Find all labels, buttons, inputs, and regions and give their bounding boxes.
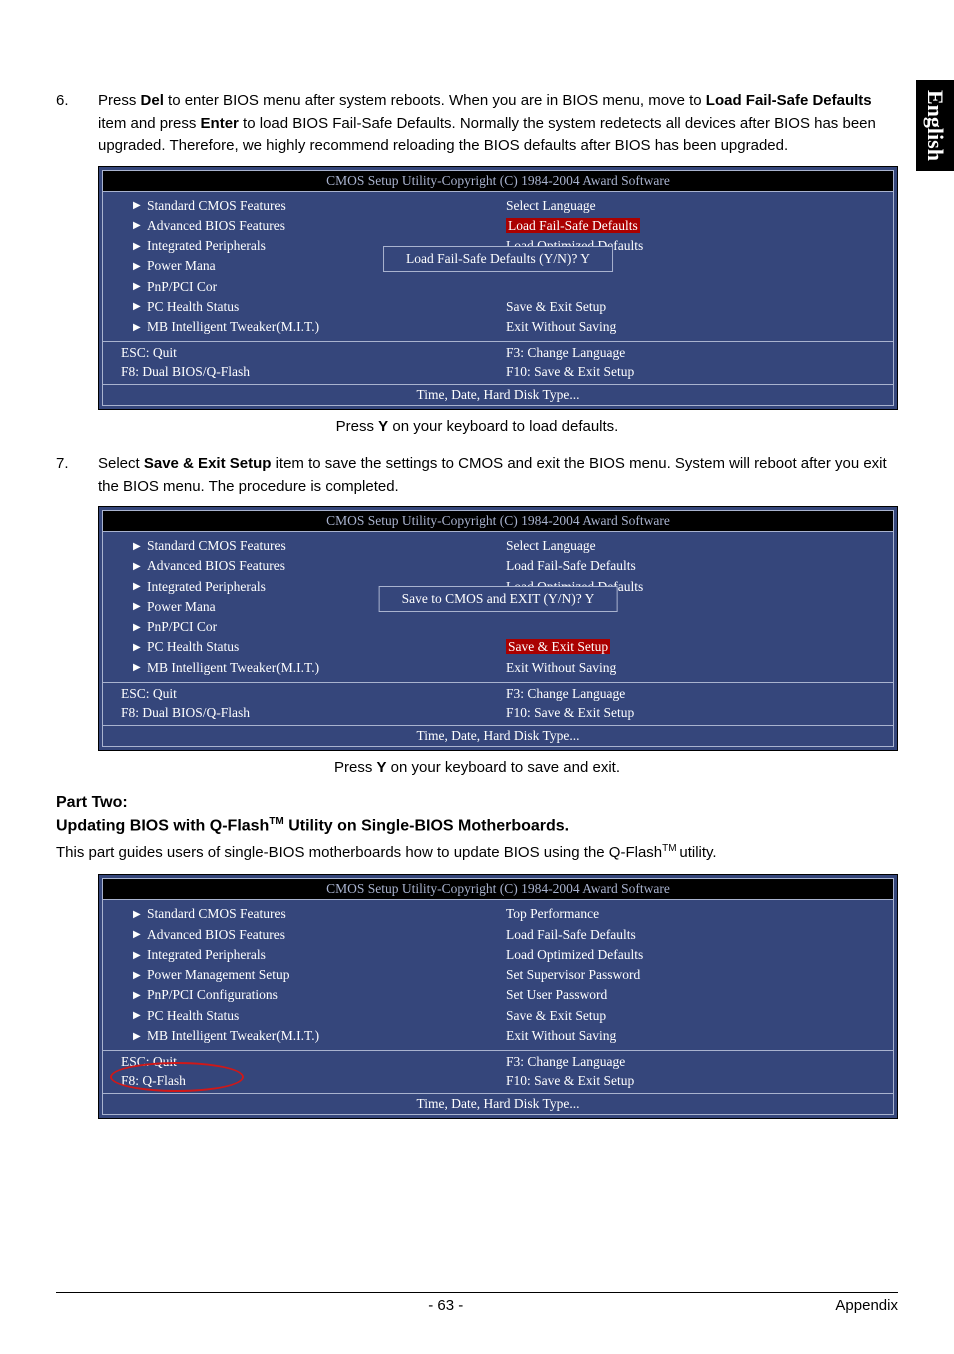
bios-screenshot-3: CMOS Setup Utility-Copyright (C) 1984-20… (98, 874, 898, 1119)
bios-dialog-1: Load Fail-Safe Defaults (Y/N)? Y (383, 246, 613, 272)
language-tab: English (916, 80, 954, 171)
bios-footer: Time, Date, Hard Disk Type... (103, 385, 893, 405)
part-two-subheading: Updating BIOS with Q-FlashTM Utility on … (56, 816, 898, 835)
bios-dialog-2: Save to CMOS and EXIT (Y/N)? Y (379, 586, 618, 612)
bios-keys: ESC: Quit F8: Dual BIOS/Q-Flash F3: Chan… (103, 342, 893, 385)
section-label: Appendix (835, 1297, 898, 1314)
highlighted-item: Save & Exit Setup (506, 639, 610, 654)
part-two-text: This part guides users of single-BIOS mo… (56, 841, 898, 865)
step-6-text: Press Del to enter BIOS menu after syste… (98, 90, 898, 158)
caption-1: Press Y on your keyboard to load default… (56, 418, 898, 435)
part-two-heading: Part Two: (56, 794, 898, 812)
bios-right-col: Top Performance Load Fail-Safe Defaults … (498, 900, 893, 1050)
bios-title: CMOS Setup Utility-Copyright (C) 1984-20… (103, 171, 893, 192)
bios-keys: ESC: Quit F8: Dual BIOS/Q-Flash F3: Chan… (103, 683, 893, 726)
page-number: - 63 - (428, 1297, 463, 1314)
step-7-number: 7. (56, 453, 98, 498)
bios-screenshot-1: CMOS Setup Utility-Copyright (C) 1984-20… (98, 166, 898, 411)
caption-2: Press Y on your keyboard to save and exi… (56, 759, 898, 776)
step-7: 7. Select Save & Exit Setup item to save… (56, 453, 898, 498)
bios-footer: Time, Date, Hard Disk Type... (103, 1094, 893, 1114)
bios-left-col: ▶Standard CMOS Features ▶Advanced BIOS F… (103, 900, 498, 1050)
step-6: 6. Press Del to enter BIOS menu after sy… (56, 90, 898, 158)
page-footer: - 63 - Appendix (56, 1292, 898, 1314)
bios-footer: Time, Date, Hard Disk Type... (103, 726, 893, 746)
bios-keys: ESC: Quit F8: Q-Flash F3: Change Languag… (103, 1051, 893, 1094)
step-7-text: Select Save & Exit Setup item to save th… (98, 453, 898, 498)
bios-title: CMOS Setup Utility-Copyright (C) 1984-20… (103, 511, 893, 532)
bios-screenshot-2: CMOS Setup Utility-Copyright (C) 1984-20… (98, 506, 898, 751)
bios-title: CMOS Setup Utility-Copyright (C) 1984-20… (103, 879, 893, 900)
highlighted-item: Load Fail-Safe Defaults (506, 218, 640, 233)
step-6-number: 6. (56, 90, 98, 158)
